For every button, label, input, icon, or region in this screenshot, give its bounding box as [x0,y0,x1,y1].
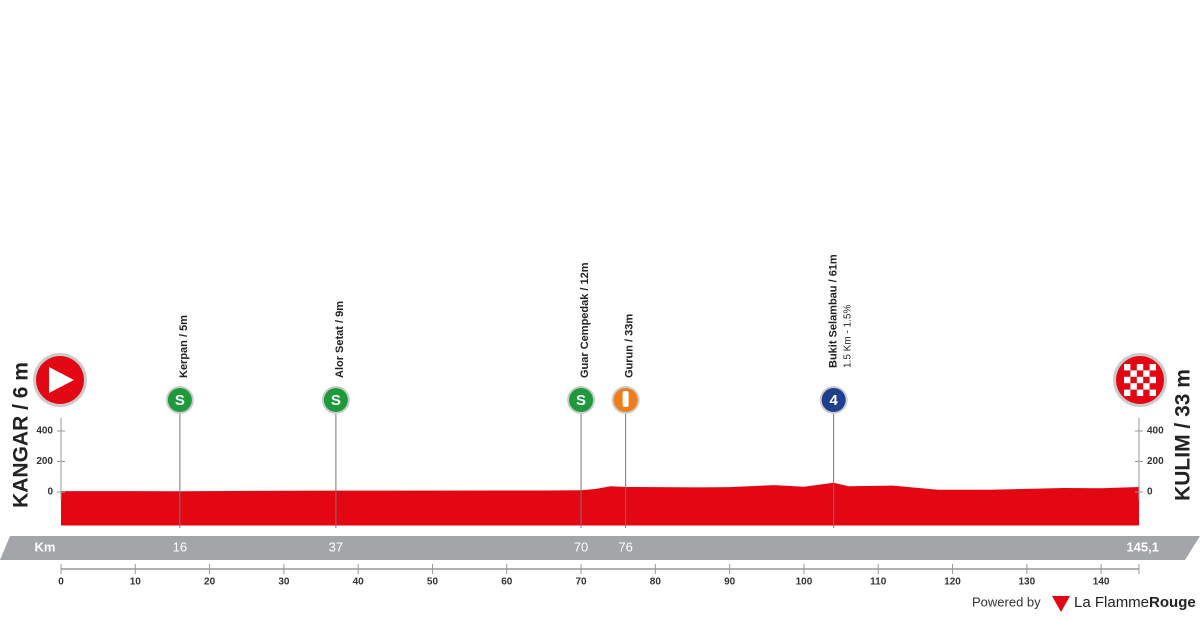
finish-check [1124,376,1131,384]
waypoint-label: Bukit Selambau / 61m [828,254,840,368]
finish-check [1149,389,1156,396]
x-tick-label: 140 [1093,577,1110,588]
brand-part: La Flamme [1074,594,1149,611]
brand-part-bold: Rouge [1149,594,1196,611]
y-tick-label: 200 [36,456,53,467]
waypoint-icon-text: 4 [829,392,838,409]
waypoint-icon [167,388,192,412]
waypoint-icon [569,388,594,412]
x-tick-label: 0 [58,577,64,588]
profile-area [61,482,1139,526]
x-tick-label: 30 [278,577,290,588]
waypoint-label: Kerpan / 5m [178,315,190,378]
x-tick-label: 10 [130,577,142,588]
x-tick-label: 70 [575,577,587,588]
waypoint-icon-text: S [331,392,341,409]
finish-check [1136,389,1144,396]
x-tick-label: 40 [353,577,365,588]
y-tick-label: 400 [1147,426,1164,437]
waypoint-icon [821,388,846,412]
waypoint-label: Gurun / 33m [624,314,636,378]
km-bar [0,536,1200,560]
brand-name: La FlammeRouge [1074,594,1196,611]
km-marker: 16 [173,539,187,554]
waypoint-icon-text: S [576,392,586,409]
brand-logo [1052,596,1070,612]
feed-bottle [622,391,629,407]
x-tick-label: 100 [796,577,813,588]
finish-check [1130,383,1137,390]
finish-check [1143,383,1150,390]
x-tick-label: 80 [650,577,662,588]
start-label: KANGAR / 6 m [10,362,33,508]
waypoint-icon [323,388,348,412]
waypoint-label: Alor Setat / 9m [334,301,346,378]
x-tick-label: 60 [501,577,513,588]
finish-icon [1113,353,1167,407]
y-tick-label: 200 [1147,456,1164,467]
x-tick-label: 50 [427,577,439,588]
finish-check [1149,364,1156,371]
x-tick-label: 110 [870,577,887,588]
x-tick-label: 20 [204,577,216,588]
y-tick-label: 400 [36,426,53,437]
waypoint-icon-text: S [175,392,185,409]
powered-by: Powered by [972,594,1041,609]
finish-check [1149,376,1156,384]
x-tick-label: 130 [1018,577,1035,588]
y-tick-label: 0 [1147,487,1153,498]
y-tick-label: 0 [47,487,53,498]
km-marker: 76 [618,539,632,554]
finish-check [1124,389,1131,396]
waypoint-label: Guar Cempedak / 12m [579,262,591,378]
km-marker: 145,1 [1126,539,1159,554]
finish-check [1143,370,1150,377]
finish-check [1130,370,1137,377]
finish-label: KULIM / 33 m [1172,369,1195,501]
start-icon [33,353,87,407]
x-tick-label: 120 [944,577,961,588]
x-tick-label: 90 [724,577,736,588]
km-marker: 37 [329,539,343,554]
km-title: Km [35,539,56,554]
waypoint-sublabel: 1.5 Km - 1.5% [842,305,853,368]
km-marker: 70 [574,539,588,554]
finish-check [1124,364,1131,371]
finish-check [1136,376,1144,384]
finish-check [1136,364,1144,371]
